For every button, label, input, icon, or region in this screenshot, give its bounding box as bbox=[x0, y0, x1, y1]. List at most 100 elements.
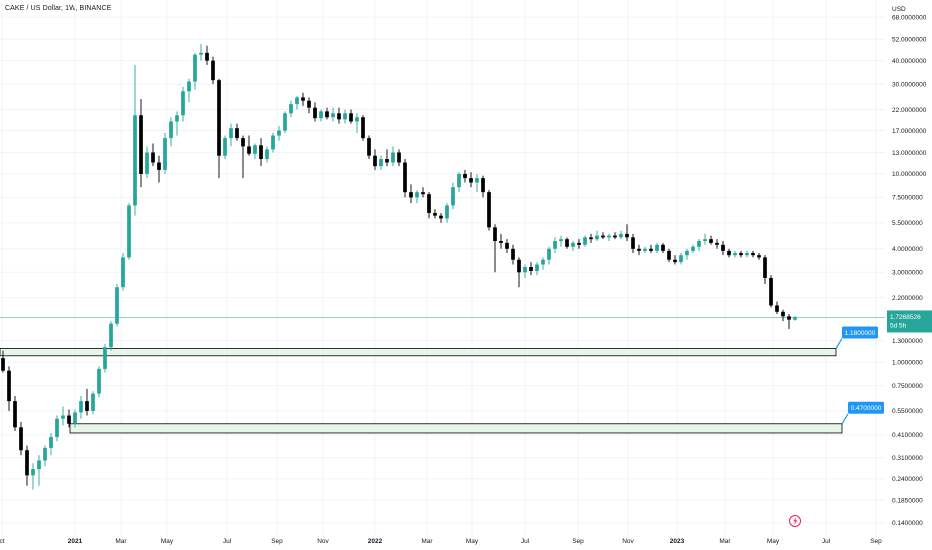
candle-body bbox=[541, 259, 545, 265]
candle-body bbox=[571, 242, 575, 247]
x-tick-label: Jul bbox=[822, 538, 831, 545]
candle-body bbox=[775, 305, 779, 312]
candle-down bbox=[637, 244, 641, 256]
candle-body bbox=[439, 215, 443, 219]
candle-down bbox=[787, 314, 791, 329]
candle-down bbox=[433, 209, 437, 219]
candle-body bbox=[181, 91, 185, 116]
candle-down bbox=[769, 275, 773, 308]
candle-down bbox=[19, 422, 23, 456]
candle-body bbox=[367, 138, 371, 156]
candle-up bbox=[619, 230, 623, 240]
candle-body bbox=[283, 113, 287, 131]
candle-down bbox=[313, 102, 317, 122]
price-axis[interactable]: USD 68.0000000 52.0000000 40.0000000 30.0000… bbox=[887, 6, 932, 527]
candle-body bbox=[739, 252, 743, 256]
time-axis[interactable]: ct 2021 Mar May Jul Sep Nov 2022 Mar May Jul Sep Nov… bbox=[0, 538, 882, 545]
support-zone-box[interactable] bbox=[69, 423, 843, 434]
candle-body bbox=[631, 237, 635, 249]
candle-up bbox=[289, 100, 293, 118]
candle-up bbox=[733, 250, 737, 258]
candle-up bbox=[163, 133, 167, 174]
candle-down bbox=[427, 192, 431, 219]
candle-body bbox=[199, 52, 203, 55]
candle-up bbox=[523, 264, 527, 278]
candle-body bbox=[325, 111, 329, 118]
candle-down bbox=[499, 233, 503, 249]
candle-body bbox=[115, 287, 119, 324]
candle-up bbox=[193, 52, 197, 90]
candle-body bbox=[343, 113, 347, 120]
candle-body bbox=[757, 255, 761, 258]
candle-body bbox=[307, 100, 311, 108]
candle-body bbox=[703, 239, 707, 242]
candle-body bbox=[763, 257, 767, 278]
x-tick-label: May bbox=[161, 538, 174, 545]
y-tick-label: 17.0000000 bbox=[892, 128, 927, 135]
candle-down bbox=[247, 135, 251, 156]
candle-body bbox=[691, 246, 695, 251]
zone-labels: 1.1800000 0.4700000 bbox=[835, 326, 884, 425]
candle-up bbox=[103, 343, 107, 373]
y-tick-label: 52.0000000 bbox=[892, 37, 927, 44]
candle-up bbox=[145, 146, 149, 179]
x-tick-label: ct bbox=[0, 538, 5, 545]
y-tick-label: 0.1850000 bbox=[892, 497, 923, 504]
current-price-tag[interactable] bbox=[887, 310, 932, 333]
x-tick-label: Sep bbox=[271, 538, 283, 545]
candle-body bbox=[85, 401, 89, 411]
candle-up bbox=[121, 252, 125, 291]
x-tick-label: Sep bbox=[572, 538, 584, 545]
candle-body bbox=[751, 252, 755, 256]
candle-body bbox=[391, 152, 395, 163]
candle-body bbox=[55, 418, 59, 437]
candle-down bbox=[727, 248, 731, 258]
candle-body bbox=[589, 237, 593, 240]
candle-down bbox=[589, 233, 593, 243]
candle-body bbox=[601, 235, 605, 238]
candle-body bbox=[349, 113, 353, 122]
candle-body bbox=[673, 259, 677, 263]
candle-up bbox=[61, 406, 65, 426]
candle-down bbox=[235, 123, 239, 141]
candle-body bbox=[241, 138, 245, 147]
candle-up bbox=[31, 463, 35, 490]
candle-up bbox=[187, 78, 191, 103]
candle-body bbox=[43, 447, 47, 461]
candle-up bbox=[109, 321, 113, 351]
candle-body bbox=[487, 192, 491, 228]
candle-down bbox=[715, 239, 719, 249]
candle-up bbox=[415, 190, 419, 204]
candle-down bbox=[301, 92, 305, 106]
candle-body bbox=[145, 152, 149, 174]
candle-down bbox=[631, 233, 635, 253]
candle-up bbox=[679, 252, 683, 265]
candle-body bbox=[679, 255, 683, 263]
candle-body bbox=[409, 192, 413, 198]
candle-down bbox=[463, 169, 467, 183]
candle-up bbox=[43, 445, 47, 467]
candle-down bbox=[529, 262, 533, 276]
candle-body bbox=[31, 469, 35, 476]
candle-body bbox=[301, 97, 305, 101]
candle-up bbox=[181, 86, 185, 122]
candle-body bbox=[127, 205, 131, 258]
candle-body bbox=[451, 187, 455, 206]
candle-body bbox=[295, 97, 299, 105]
candle-up bbox=[91, 391, 95, 414]
candle-body bbox=[121, 257, 125, 288]
candle-body bbox=[565, 239, 569, 247]
x-tick-label: Mar bbox=[719, 538, 731, 545]
candle-down bbox=[481, 175, 485, 198]
lightning-icon[interactable] bbox=[789, 515, 801, 527]
zone-price-label[interactable] bbox=[842, 326, 878, 339]
candle-body bbox=[787, 316, 791, 320]
candle-body bbox=[289, 104, 293, 114]
candle-body bbox=[259, 145, 263, 160]
candle-body bbox=[715, 242, 719, 245]
y-tick-label: 0.1400000 bbox=[892, 520, 923, 527]
zone-price-label[interactable] bbox=[848, 401, 884, 414]
candle-down bbox=[1, 350, 5, 373]
support-zone-box[interactable] bbox=[0, 348, 837, 357]
